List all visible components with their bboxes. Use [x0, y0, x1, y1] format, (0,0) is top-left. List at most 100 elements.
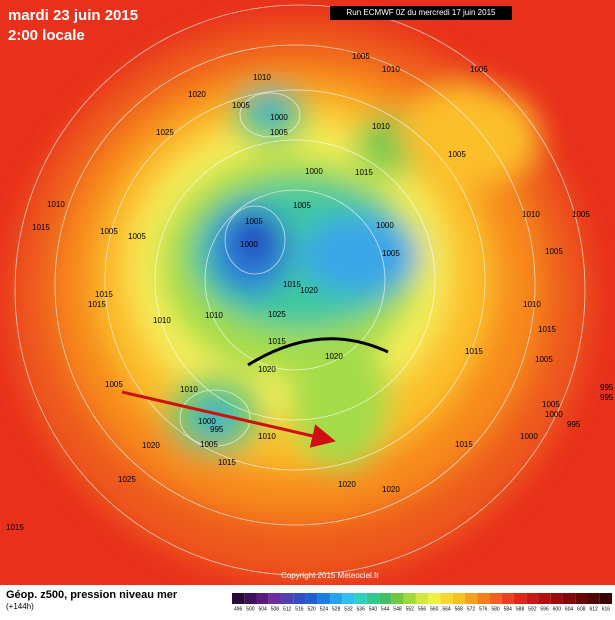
field: [0, 0, 615, 585]
isobar-label: 1005: [200, 440, 218, 449]
legend-swatch: [562, 593, 576, 604]
isobar-label: 1005: [100, 227, 118, 236]
isobar-label: 1015: [465, 347, 483, 356]
isobar-label: 1025: [118, 475, 136, 484]
legend-label: 544: [381, 606, 390, 612]
isobar-label: 1005: [352, 52, 370, 61]
isobar-label: 1005: [545, 247, 563, 256]
trough-arc: [247, 337, 389, 367]
copyright: Copyright 2015 Meteociel.fr: [281, 571, 379, 580]
isobar-label: 1020: [142, 441, 160, 450]
legend-label: 600: [553, 606, 562, 612]
legend-swatch: [366, 593, 380, 604]
legend-label: 584: [504, 606, 513, 612]
legend-label: 512: [283, 606, 292, 612]
isobar-label: 1015: [283, 280, 301, 289]
isobar-label: 1000: [520, 432, 538, 441]
isobar-label: 1015: [455, 440, 473, 449]
legend-swatch: [379, 593, 392, 604]
legend-label: 588: [516, 606, 525, 612]
legend-label: 508: [271, 606, 280, 612]
legend-label: 592: [528, 606, 537, 612]
isobar-label: 1010: [523, 300, 541, 309]
legend-label: 560: [430, 606, 439, 612]
isobar-label: 1020: [325, 352, 343, 361]
isobar-label: 1025: [156, 128, 174, 137]
isobar-label: 1010: [382, 65, 400, 74]
legend-label: 580: [491, 606, 500, 612]
isobar-label: 1000: [198, 417, 216, 426]
legend-label: 552: [406, 606, 415, 612]
legend-swatch: [550, 593, 563, 604]
legend-swatch: [342, 593, 355, 604]
legend-swatch: [513, 593, 527, 604]
legend-swatch: [452, 593, 465, 604]
date: mardi 23 juin 2015: [8, 7, 138, 24]
legend-label: 596: [540, 606, 549, 612]
legend-swatch: [440, 593, 453, 604]
isobar-label: 1015: [32, 223, 50, 232]
isobar-label: 1025: [268, 310, 286, 319]
legend-swatch: [330, 593, 343, 604]
time: 2:00 locale: [8, 27, 85, 44]
isobar-label: 995: [600, 393, 614, 402]
isobar-label: 1015: [6, 523, 24, 532]
legend-label: 576: [479, 606, 488, 612]
legend-swatch: [587, 593, 600, 604]
legend-label: 520: [308, 606, 317, 612]
legend-label: 556: [418, 606, 427, 612]
legend-swatch: [526, 593, 539, 604]
legend-label: 496: [234, 606, 243, 612]
isobar-label: 1005: [535, 355, 553, 364]
legend-swatch: [501, 593, 514, 604]
isobar-label: 1010: [180, 385, 198, 394]
legend-swatch: [244, 593, 257, 604]
isobar-label: 1010: [253, 73, 271, 82]
isobar-label: 1000: [305, 167, 323, 176]
isobar-label: 1015: [218, 458, 236, 467]
legend-label: 516: [295, 606, 304, 612]
legend-label: 548: [393, 606, 402, 612]
lead-time: (+144h): [6, 602, 34, 611]
legend-swatch: [464, 593, 478, 604]
isobar-label: 1000: [270, 113, 288, 122]
legend-label: 532: [344, 606, 353, 612]
legend-label: 536: [357, 606, 366, 612]
isobar-label: 1005: [232, 101, 250, 110]
isobar-label: 1010: [205, 311, 223, 320]
isobar-label: 1005: [293, 201, 311, 210]
isobar-label: 1005: [270, 128, 288, 137]
legend-label: 612: [589, 606, 598, 612]
run-box: [330, 6, 512, 20]
run: Run ECMWF 0Z du mercredi 17 juin 2015: [347, 8, 497, 17]
isobar-label: 995: [600, 383, 614, 392]
legend-swatch: [538, 593, 551, 604]
legend-swatch: [354, 593, 367, 604]
legend-swatch: [391, 593, 404, 604]
isobar-label: 1015: [88, 300, 106, 309]
legend-label: 504: [258, 606, 267, 612]
legend-swatch: [281, 593, 294, 604]
isobar-label: 1005: [448, 150, 466, 159]
isobar-label: 1015: [355, 168, 373, 177]
legend-swatch: [317, 593, 331, 604]
legend-swatch: [403, 593, 416, 604]
flow-arrow: [121, 390, 336, 448]
isobar-label: 1005: [245, 217, 263, 226]
isobar-label: 1000: [545, 410, 563, 419]
field-name: Géop. z500, pression niveau mer: [6, 589, 178, 601]
isobar-label: 1010: [47, 200, 65, 209]
legend-label: 540: [369, 606, 378, 612]
isobar-label: 1015: [95, 290, 113, 299]
isobar-label: 1005: [572, 210, 590, 219]
isobar-label: 995: [210, 425, 224, 434]
legend-label: 604: [565, 606, 574, 612]
isobar-label: 1005: [542, 400, 560, 409]
isobar-label: 1020: [258, 365, 276, 374]
isobar-label: 1005: [105, 380, 123, 389]
legend-label: 572: [467, 606, 476, 612]
legend-label: 524: [320, 606, 329, 612]
isobar-label: 1020: [338, 480, 356, 489]
legend-label: 564: [442, 606, 451, 612]
